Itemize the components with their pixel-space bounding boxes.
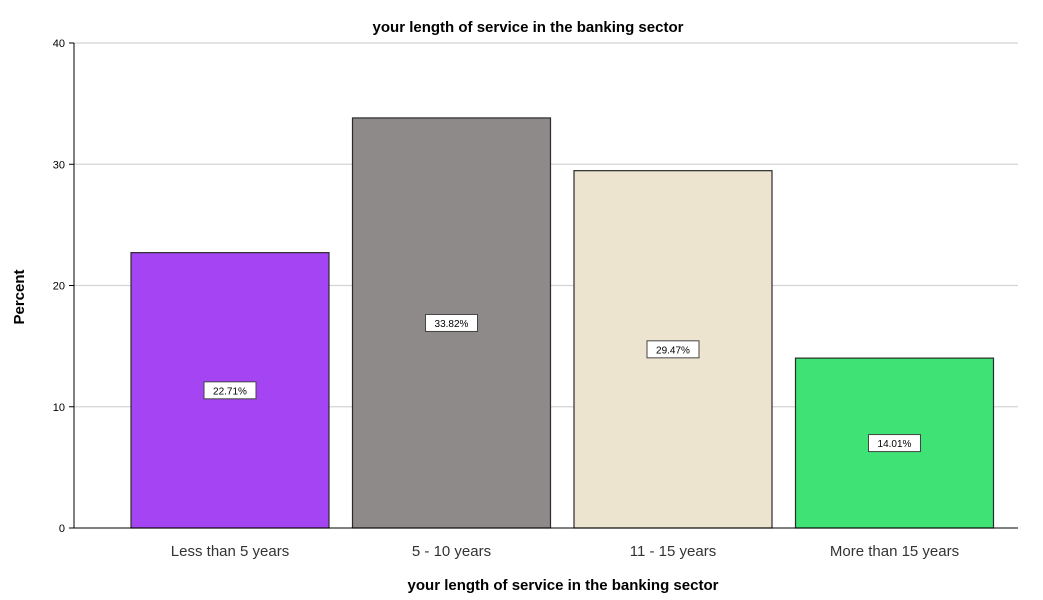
data-label: 33.82% (435, 319, 469, 330)
y-tick-label: 10 (53, 402, 65, 414)
y-axis: 0 10 20 30 40 (53, 38, 75, 535)
x-axis-label: your length of service in the banking se… (408, 577, 719, 594)
data-label-box (203, 381, 257, 400)
data-labels: 22.71% 33.82% 29.47% 14.01% (203, 313, 921, 453)
y-tick-label: 40 (53, 38, 65, 50)
x-tick-label: Less than 5 years (171, 543, 289, 560)
data-label-box (425, 313, 478, 332)
y-tick-label: 20 (53, 281, 65, 293)
data-label: 22.71% (213, 386, 247, 397)
y-axis-label: Percent (11, 269, 28, 324)
data-label-box (868, 434, 921, 453)
x-tick-label: 5 - 10 years (412, 543, 491, 560)
bars (130, 117, 995, 529)
x-tick-label: More than 15 years (830, 543, 959, 560)
x-tick-label: 11 - 15 years (630, 543, 716, 560)
data-label: 29.47% (656, 345, 690, 356)
data-label-box (646, 340, 700, 359)
x-axis: Less than 5 years 5 - 10 years 11 - 15 yea… (74, 527, 1018, 560)
y-tick-label: 0 (59, 523, 65, 535)
chart-title: your length of service in the banking se… (373, 19, 684, 36)
y-tick-label: 30 (53, 159, 65, 171)
data-label: 14.01% (878, 439, 912, 450)
